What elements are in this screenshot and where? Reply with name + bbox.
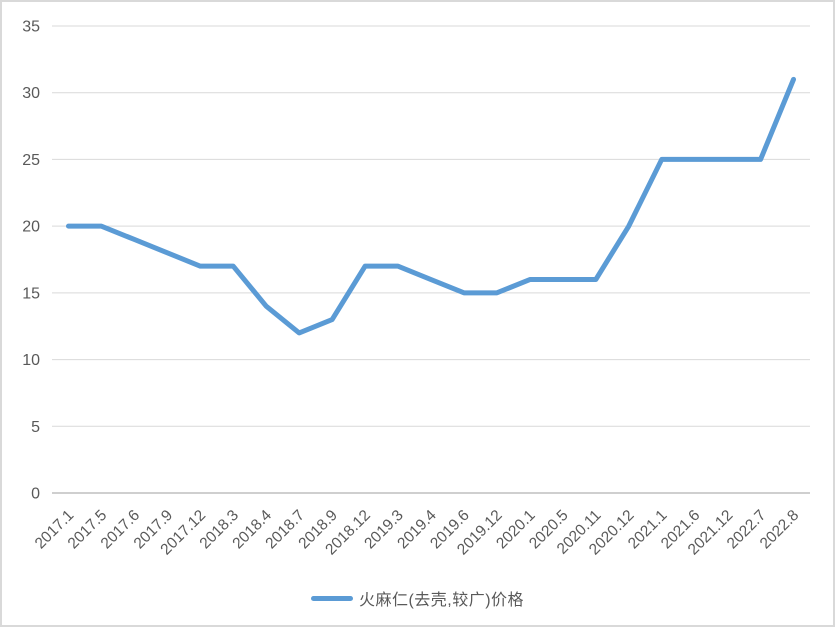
y-axis-tick-label: 0 xyxy=(31,486,40,503)
y-axis-tick-label: 5 xyxy=(31,419,40,436)
y-axis-tick-label: 30 xyxy=(22,85,40,102)
legend: 火麻仁(去壳,较广)价格 xyxy=(2,585,833,611)
price-series-line xyxy=(65,76,797,336)
y-axis-tick-label: 20 xyxy=(22,219,40,236)
y-axis-tick-label: 15 xyxy=(22,285,40,302)
legend-line-swatch-icon xyxy=(310,595,353,601)
y-axis-tick-label: 10 xyxy=(22,352,40,369)
legend-series-label: 火麻仁(去壳,较广)价格 xyxy=(358,592,525,609)
y-axis-tick-label: 35 xyxy=(22,19,40,36)
y-axis-tick-label: 25 xyxy=(22,152,40,169)
